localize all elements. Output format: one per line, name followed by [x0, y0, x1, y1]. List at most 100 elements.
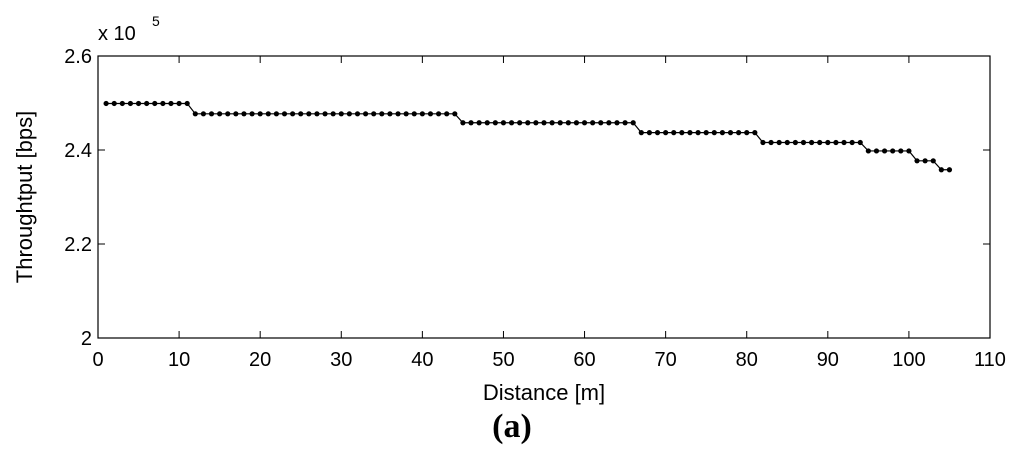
data-point — [873, 148, 880, 154]
data-point — [192, 111, 198, 117]
data-point — [533, 120, 539, 126]
y-tick-label: 2.6 — [64, 46, 92, 68]
data-point — [581, 120, 588, 126]
data-point — [354, 111, 361, 117]
data-point — [476, 120, 482, 126]
y-multiplier-label: x 10 — [98, 23, 136, 45]
data-point — [541, 120, 547, 126]
data-point — [809, 139, 815, 146]
data-point — [711, 130, 717, 136]
data-point — [460, 120, 466, 126]
data-point — [744, 130, 750, 136]
data-point — [306, 111, 312, 117]
data-point — [573, 120, 580, 126]
series-line — [106, 102, 950, 171]
x-tick-label: 40 — [411, 349, 433, 371]
data-point — [760, 139, 766, 146]
data-point — [695, 130, 701, 136]
data-point — [906, 148, 912, 154]
data-point — [898, 148, 904, 154]
data-point — [111, 100, 117, 107]
data-point — [144, 100, 150, 107]
data-point — [508, 120, 515, 126]
data-point — [719, 130, 726, 136]
data-point — [606, 120, 612, 126]
data-point — [614, 120, 620, 126]
data-point — [752, 130, 758, 136]
data-point — [776, 139, 782, 146]
data-point — [727, 130, 734, 136]
series-layer — [103, 100, 953, 173]
x-tick-label: 10 — [168, 349, 190, 371]
data-point — [419, 111, 425, 117]
data-point — [792, 139, 798, 146]
data-point — [946, 167, 953, 173]
data-point — [768, 139, 774, 146]
y-tick-label: 2 — [81, 328, 92, 350]
data-point — [387, 111, 393, 117]
data-point — [841, 139, 847, 146]
data-point — [217, 111, 223, 117]
data-point — [200, 111, 207, 117]
data-point — [622, 120, 628, 126]
data-point — [427, 111, 434, 117]
y-multiplier-exponent: 5 — [152, 13, 160, 29]
data-point — [176, 100, 182, 107]
x-tick-label: 50 — [492, 349, 514, 371]
data-point — [152, 100, 158, 107]
data-point — [914, 158, 920, 164]
x-tick-label: 30 — [330, 349, 352, 371]
data-point — [654, 130, 661, 136]
data-point — [225, 111, 231, 117]
data-point — [849, 139, 855, 146]
data-point — [371, 111, 377, 117]
data-point — [833, 139, 839, 146]
data-point — [160, 100, 166, 107]
data-point — [241, 111, 247, 117]
data-point — [468, 120, 474, 126]
x-tick-label: 80 — [736, 349, 758, 371]
plot-area — [97, 55, 991, 339]
x-tick-label: 70 — [655, 349, 677, 371]
data-point — [184, 100, 190, 107]
data-point — [103, 100, 109, 107]
data-point — [922, 158, 928, 164]
data-point — [168, 100, 174, 107]
data-point — [517, 120, 523, 126]
data-point — [452, 111, 458, 117]
data-point — [395, 111, 401, 117]
data-point — [322, 111, 328, 117]
data-point — [346, 111, 352, 117]
data-point — [119, 100, 125, 107]
data-point — [598, 120, 604, 126]
figure-caption: (a) — [492, 408, 532, 445]
x-axis-label: Distance [m] — [483, 380, 605, 405]
data-point — [671, 130, 677, 136]
data-point — [411, 111, 417, 117]
data-point — [208, 111, 215, 117]
x-tick-label: 60 — [573, 349, 595, 371]
data-point — [127, 100, 134, 107]
data-point — [273, 111, 279, 117]
data-point — [638, 130, 644, 136]
data-point — [930, 158, 936, 164]
data-point — [881, 148, 888, 154]
data-point — [257, 111, 263, 117]
data-point — [135, 100, 142, 107]
y-axis-label: Throughtput [bps] — [12, 111, 37, 283]
data-point — [784, 139, 790, 146]
data-point — [403, 111, 409, 117]
data-point — [736, 130, 742, 136]
data-point — [492, 120, 498, 126]
data-point — [500, 120, 507, 126]
data-point — [298, 111, 304, 117]
data-point — [890, 148, 896, 154]
data-point — [379, 111, 385, 117]
data-point — [857, 139, 863, 146]
data-point — [565, 120, 571, 126]
data-point — [265, 111, 271, 117]
plot-frame — [97, 55, 991, 339]
data-point — [435, 111, 442, 117]
data-point — [663, 130, 669, 136]
data-point — [687, 130, 693, 136]
